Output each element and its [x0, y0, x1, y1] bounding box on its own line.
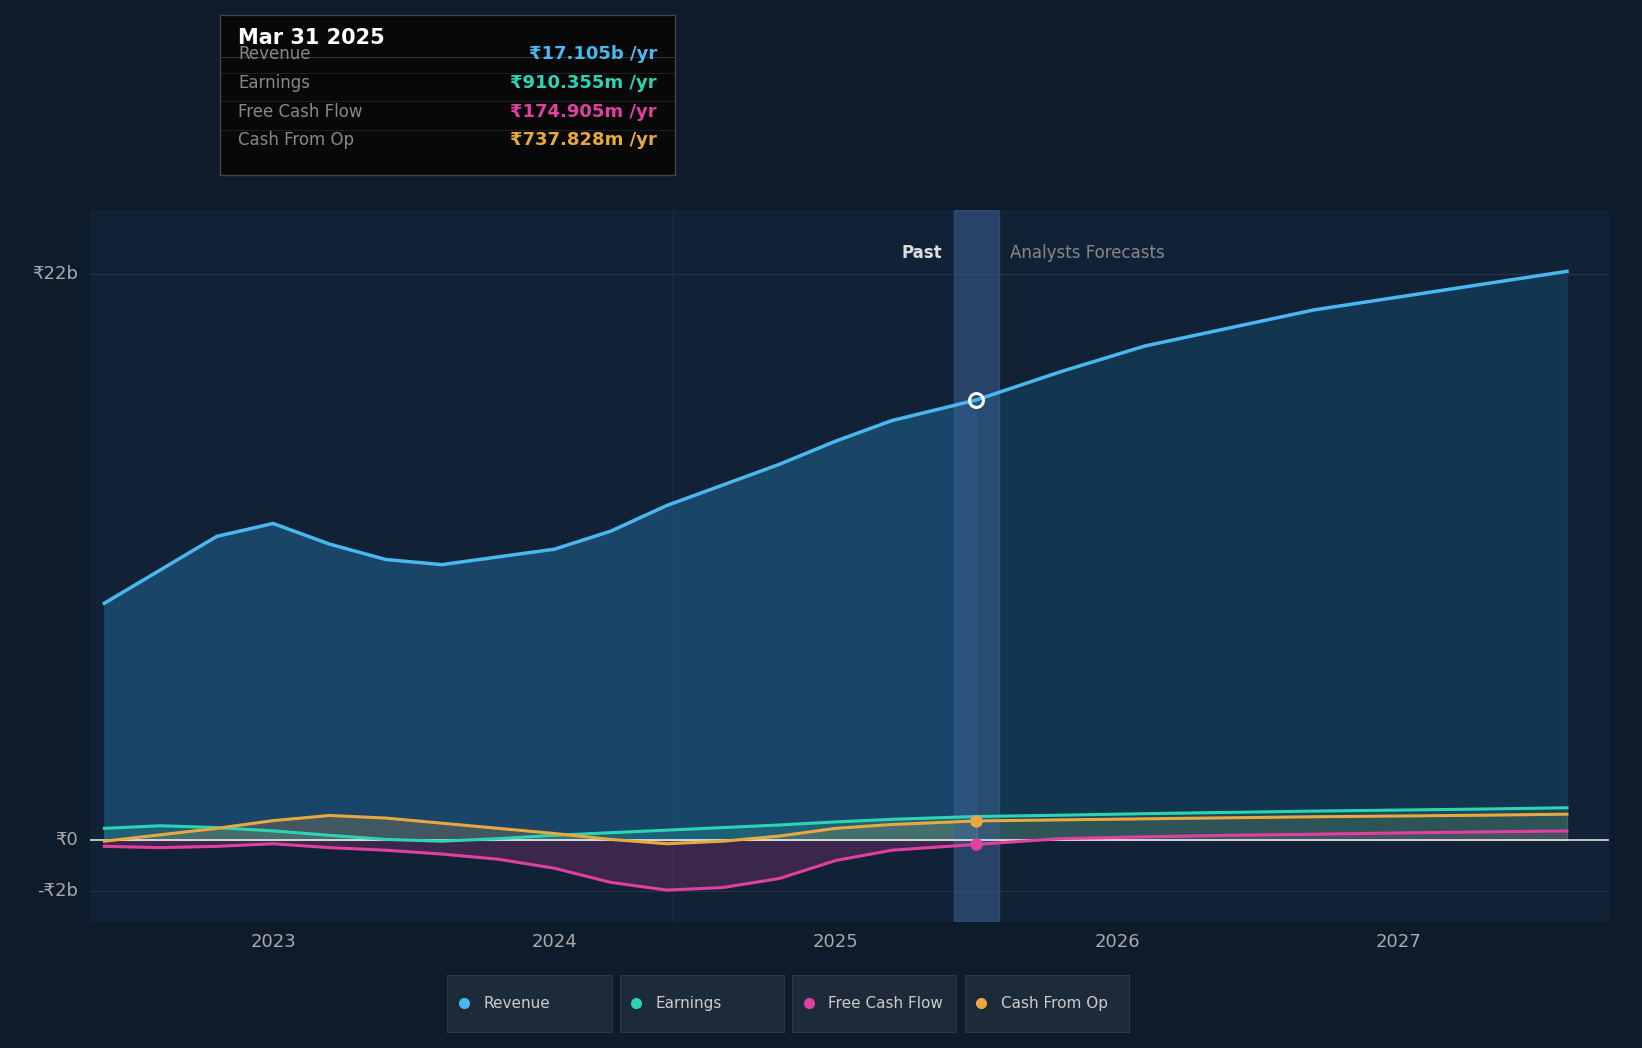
Text: ₹737.828m /yr: ₹737.828m /yr [511, 131, 657, 150]
Text: Revenue: Revenue [483, 996, 550, 1011]
Text: Cash From Op: Cash From Op [238, 131, 355, 150]
Text: Free Cash Flow: Free Cash Flow [238, 103, 363, 121]
Text: ₹22b: ₹22b [33, 265, 79, 283]
Text: Free Cash Flow: Free Cash Flow [829, 996, 943, 1011]
Text: Revenue: Revenue [238, 45, 310, 63]
Text: ₹174.905m /yr: ₹174.905m /yr [511, 103, 657, 121]
Text: ₹910.355m /yr: ₹910.355m /yr [511, 73, 657, 92]
Text: Analysts Forecasts: Analysts Forecasts [1010, 244, 1164, 262]
Text: -₹2b: -₹2b [38, 882, 79, 900]
Text: Mar 31 2025: Mar 31 2025 [238, 28, 384, 48]
Text: Past: Past [901, 244, 943, 262]
Text: Cash From Op: Cash From Op [1002, 996, 1108, 1011]
Text: Earnings: Earnings [657, 996, 722, 1011]
Bar [954, 210, 998, 922]
Text: ₹0: ₹0 [56, 831, 79, 849]
Text: ₹17.105b /yr: ₹17.105b /yr [529, 45, 657, 63]
Text: Earnings: Earnings [238, 73, 310, 92]
